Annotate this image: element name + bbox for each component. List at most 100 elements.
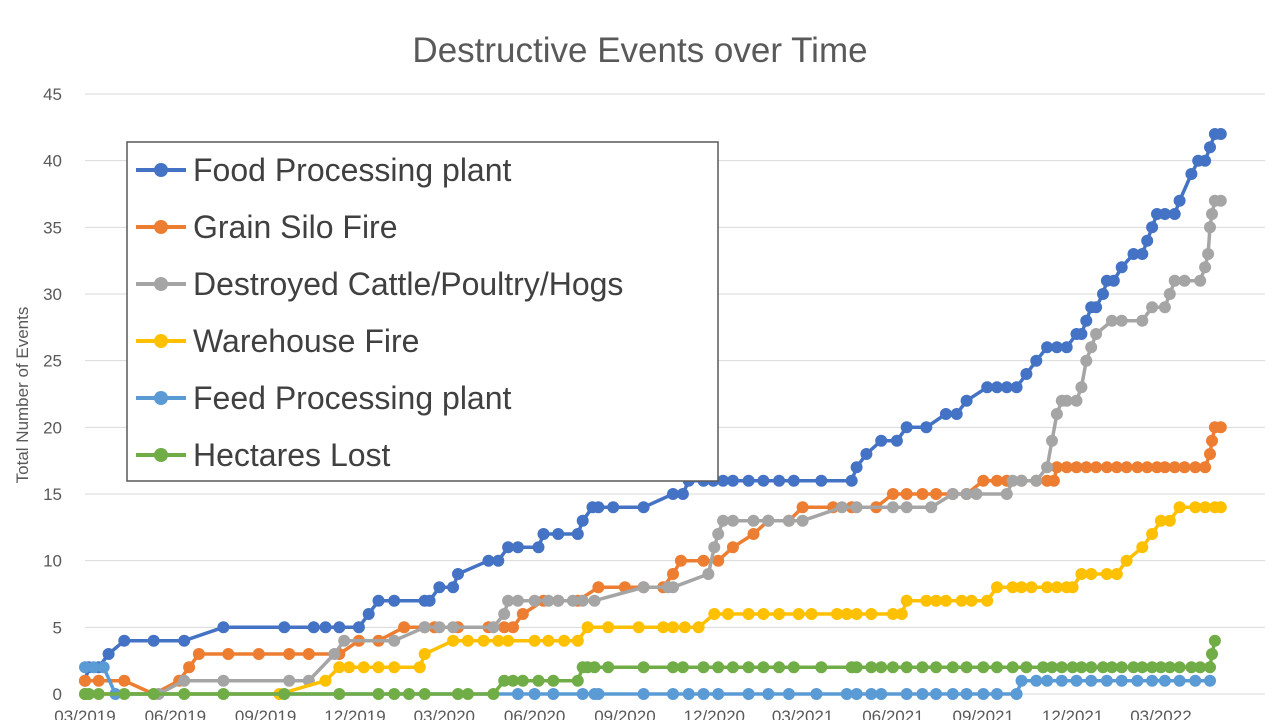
data-point xyxy=(946,488,959,500)
x-tick-label: 09/2021 xyxy=(953,707,1014,720)
data-point xyxy=(960,688,973,700)
data-point xyxy=(930,594,943,607)
data-point xyxy=(782,514,795,527)
data-point xyxy=(1090,328,1103,340)
data-point xyxy=(667,568,679,580)
x-axis-ticks: 03/2019 06/2019 09/2019 12/2019 03/2020 06/20… xyxy=(54,707,1191,725)
data-point xyxy=(787,474,800,487)
data-point xyxy=(97,661,110,674)
data-point xyxy=(222,648,235,660)
data-point xyxy=(925,501,938,514)
data-point xyxy=(757,474,770,487)
y-tick-label: 0 xyxy=(53,685,62,704)
data-point xyxy=(831,608,843,620)
data-point xyxy=(1055,674,1068,687)
data-point xyxy=(492,634,505,647)
data-point xyxy=(1075,661,1088,674)
data-point xyxy=(1120,554,1133,567)
data-point xyxy=(388,634,401,647)
data-point xyxy=(1136,661,1149,674)
data-point xyxy=(676,661,689,674)
data-point xyxy=(747,514,760,527)
data-point xyxy=(1146,674,1159,687)
data-point xyxy=(283,674,296,687)
legend-label: Destroyed Cattle/Poultry/Hogs xyxy=(193,266,623,302)
data-point xyxy=(217,674,230,687)
data-point xyxy=(1100,568,1113,580)
data-point xyxy=(1085,568,1098,580)
data-point xyxy=(1080,461,1093,474)
data-point xyxy=(865,608,878,620)
data-point xyxy=(1041,461,1054,474)
data-point xyxy=(1006,661,1019,674)
data-point xyxy=(692,621,705,634)
data-point xyxy=(1214,421,1227,434)
data-point xyxy=(1208,634,1221,647)
data-point xyxy=(79,674,91,687)
data-point xyxy=(528,634,541,647)
data-point xyxy=(192,648,205,660)
data-point xyxy=(532,674,545,687)
legend-swatch-marker xyxy=(154,220,168,234)
x-tick-label: 03/2022 xyxy=(1130,707,1191,720)
data-point xyxy=(542,634,555,647)
legend: Food Processing plant Grain Silo Fire Dest… xyxy=(126,141,719,482)
data-point xyxy=(477,634,490,647)
data-point xyxy=(388,594,401,607)
data-point xyxy=(916,661,929,674)
data-point xyxy=(815,474,828,487)
data-point xyxy=(717,514,730,527)
data-point xyxy=(147,688,160,700)
data-point xyxy=(328,648,341,660)
data-point xyxy=(1015,474,1028,487)
data-point xyxy=(726,514,739,527)
data-point xyxy=(571,528,584,540)
legend-entry: Grain Silo Fire xyxy=(136,209,398,245)
data-point xyxy=(950,408,963,420)
data-point xyxy=(890,434,903,447)
data-point xyxy=(502,634,515,647)
data-point xyxy=(511,541,524,554)
data-point xyxy=(886,501,899,514)
data-point xyxy=(850,501,863,514)
legend-box xyxy=(126,141,719,482)
y-tick-label: 25 xyxy=(43,352,62,371)
data-point xyxy=(1047,474,1060,487)
data-point xyxy=(1060,461,1073,474)
data-point xyxy=(319,674,332,687)
data-point xyxy=(1199,461,1212,474)
data-point xyxy=(865,688,878,700)
data-point xyxy=(1146,221,1159,234)
data-point xyxy=(637,661,650,674)
data-point xyxy=(895,608,908,620)
data-point xyxy=(1075,328,1088,340)
x-tick-label: 12/2021 xyxy=(1042,707,1103,720)
data-point xyxy=(388,661,401,674)
data-point xyxy=(796,501,809,514)
data-point xyxy=(1189,674,1202,687)
series-line xyxy=(83,132,1221,682)
data-point xyxy=(1025,581,1038,594)
data-point xyxy=(805,608,818,620)
data-point xyxy=(1015,581,1028,594)
data-point xyxy=(362,608,375,620)
data-point xyxy=(1070,394,1083,407)
data-point xyxy=(1206,208,1218,220)
data-point xyxy=(1115,674,1128,687)
data-point xyxy=(1204,661,1216,674)
data-point xyxy=(674,554,687,567)
data-point xyxy=(1158,208,1171,220)
data-point xyxy=(676,488,689,500)
series-3 xyxy=(79,501,1227,700)
y-tick-label: 15 xyxy=(43,485,62,504)
data-point xyxy=(1115,661,1128,674)
data-point xyxy=(667,621,679,634)
data-point xyxy=(1146,528,1159,540)
data-point xyxy=(1173,661,1186,674)
data-point xyxy=(372,661,385,674)
data-point xyxy=(452,568,464,580)
data-point xyxy=(965,594,978,607)
series-5 xyxy=(79,634,1221,700)
data-point xyxy=(566,594,579,607)
